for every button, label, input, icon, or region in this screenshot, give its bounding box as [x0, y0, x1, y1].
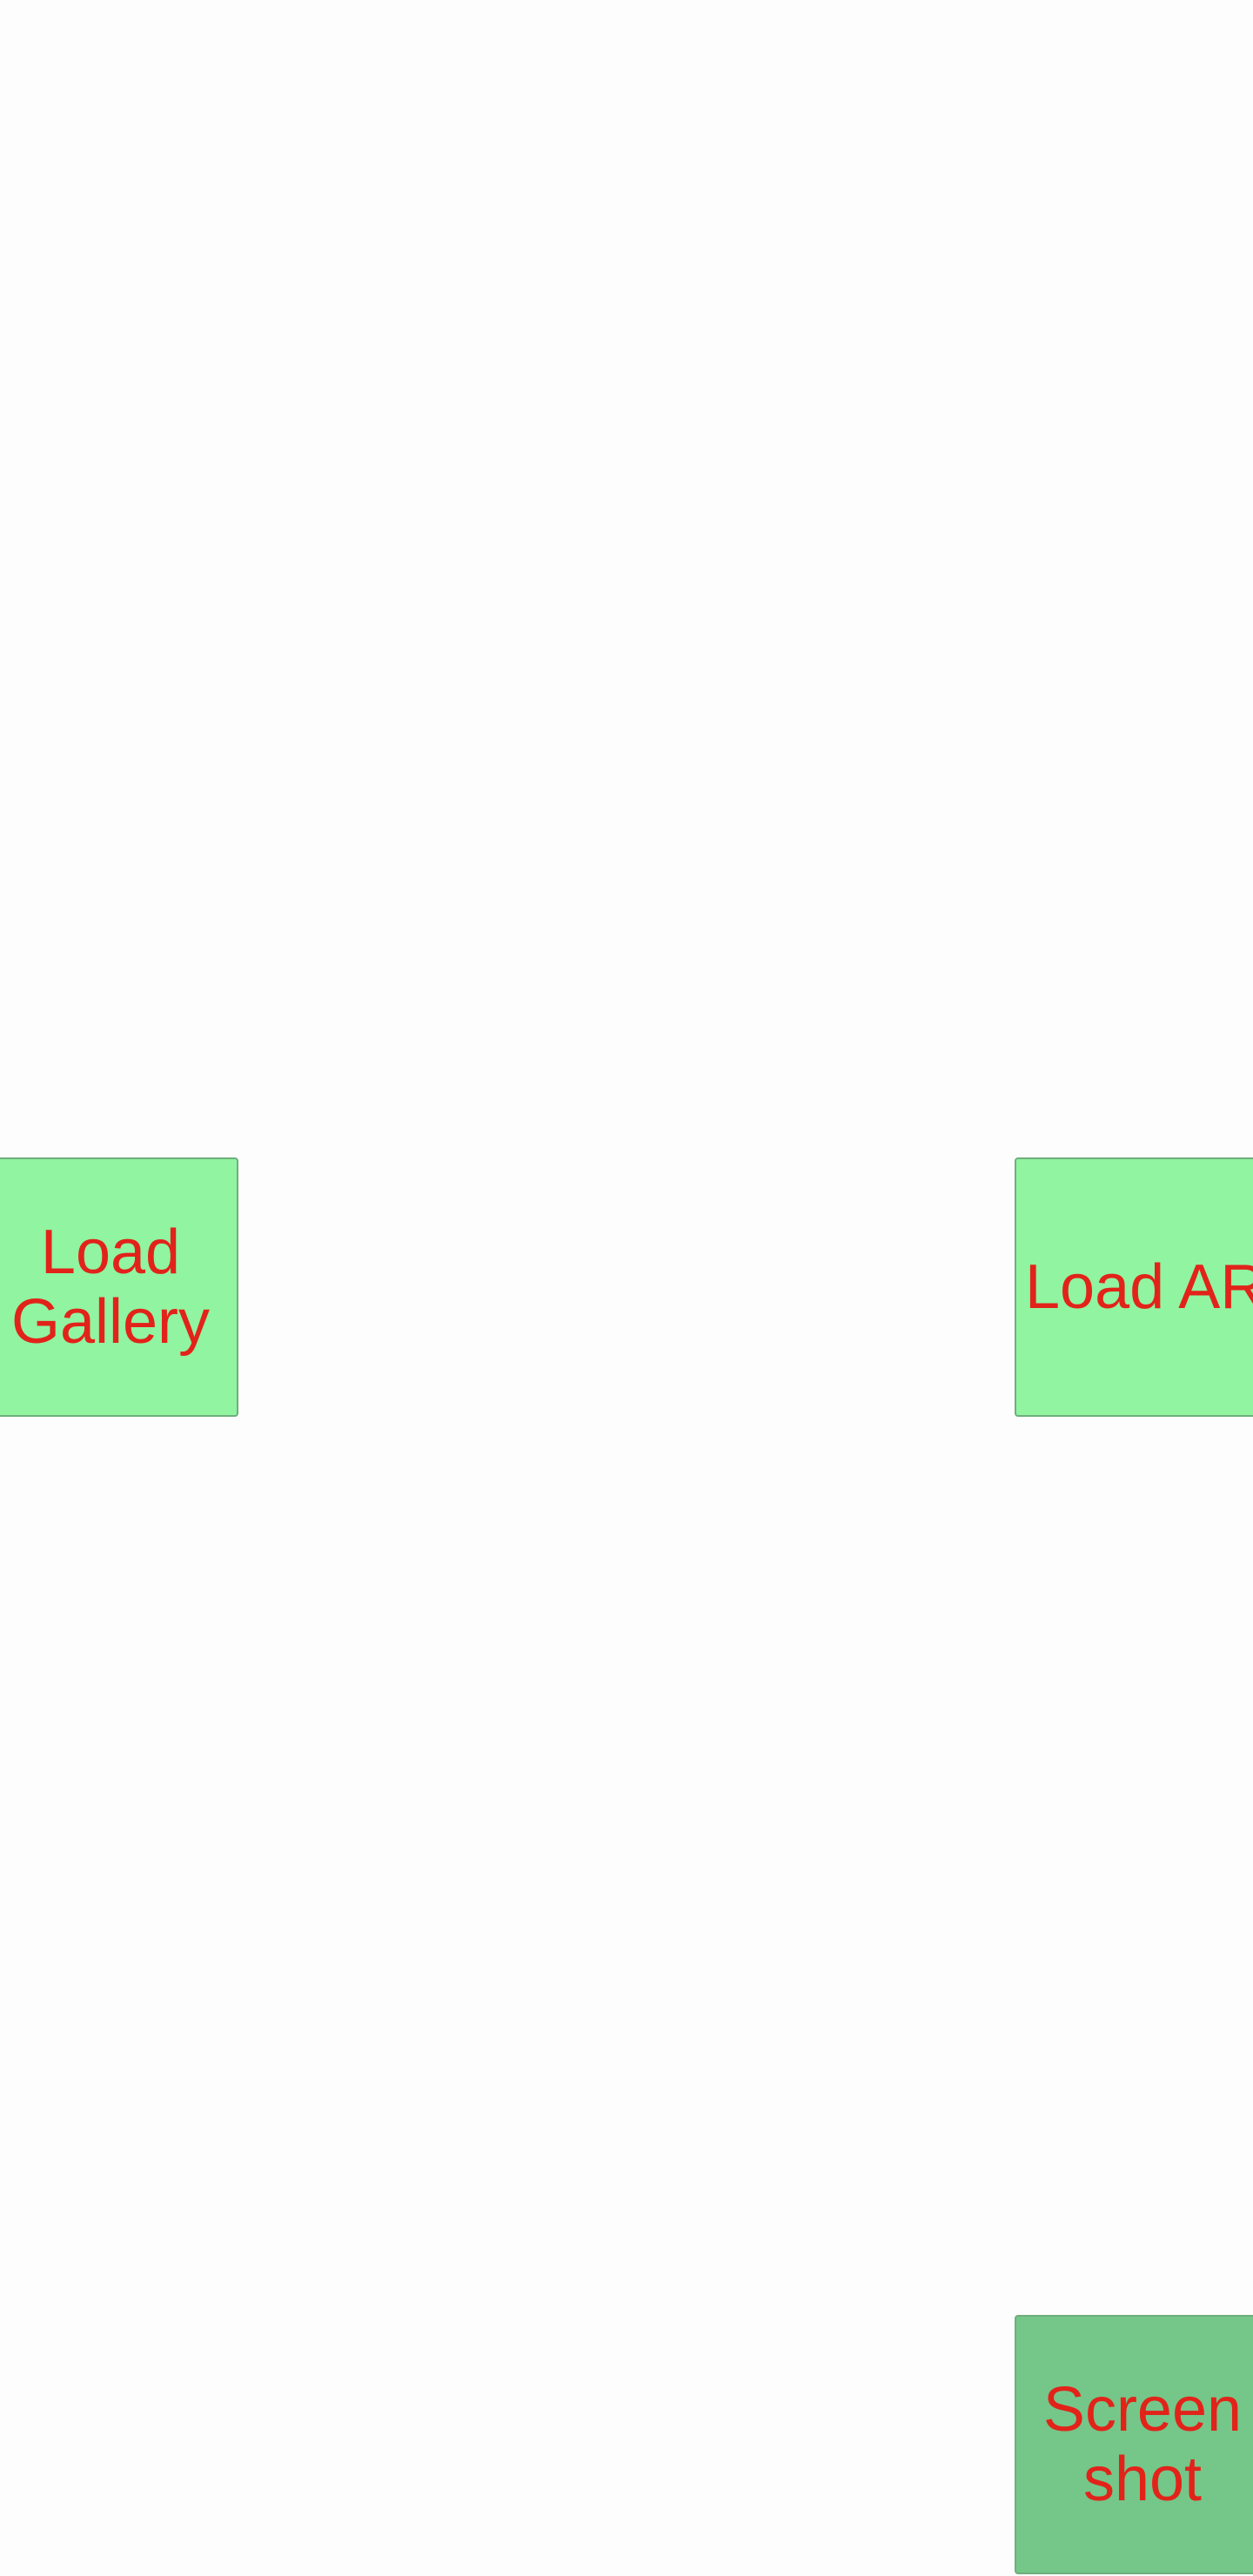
- load-ar-button[interactable]: Load AR: [1015, 1157, 1253, 1417]
- load-gallery-label: Load Gallery: [10, 1218, 211, 1357]
- screenshot-label: Screen shot: [1042, 2375, 1243, 2514]
- load-gallery-button[interactable]: Load Gallery: [0, 1157, 238, 1417]
- load-ar-label: Load AR: [1025, 1252, 1253, 1322]
- screenshot-button[interactable]: Screen shot: [1015, 2315, 1253, 2574]
